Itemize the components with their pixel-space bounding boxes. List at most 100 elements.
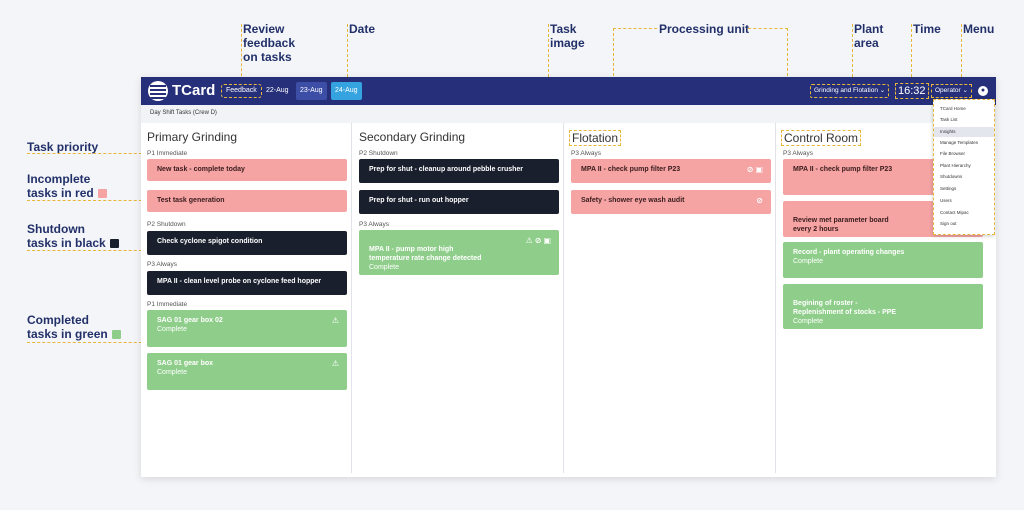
task-title: Prep for shut - cleanup around pebble cr… [369,166,524,173]
shift-subheader: Day Shift Tasks (Crew D) [141,105,996,123]
task-card[interactable]: Check cyclone spigot condition [147,231,347,255]
menu-item-contact-mipac[interactable]: Contact Mipac [940,210,969,215]
paperclip-icon: ⊘ [534,236,544,245]
leader-line [27,250,152,251]
annotation-menu: Menu [963,22,995,36]
leader-line [347,24,348,82]
menu-item-insights[interactable]: Insights [934,127,994,137]
annotation-task-image: Task image [550,22,585,50]
task-title: Prep for shut - run out hopper [369,197,469,204]
priority-group-label: P1 Immediate [147,150,188,157]
menu-item-task-list[interactable]: Task List [940,117,958,122]
priority-group-label: P3 Always [359,221,389,228]
menu-item-users[interactable]: Users [940,198,952,203]
task-card[interactable]: Safety - shower eye wash audit ⊘ [571,190,771,214]
menu-item-sign-out[interactable]: Sign out [940,221,957,226]
annotation-incomplete: Incomplete tasks in red [27,172,107,200]
shift-title: Day Shift Tasks (Crew D) [150,110,217,116]
leader-line [27,153,147,154]
annotation-completed: Completed tasks in green [27,313,121,341]
leader-line [27,342,152,343]
priority-group-label: P2 Shutdown [147,221,186,228]
annotation-plant-area: Plant area [854,22,884,50]
column-title: Secondary Grinding [359,130,466,144]
task-title: Review met parameter board every 2 hours [793,217,889,233]
task-card[interactable]: Prep for shut - run out hopper [359,190,559,214]
top-navigation-bar: TCard Feedback 22-Aug 23-Aug 24-Aug Grin… [141,77,996,105]
brand-name: TCard [172,82,216,99]
task-card[interactable]: New task - complete today [147,159,347,181]
task-status: Complete [369,264,399,271]
tcard-app-window: TCard Feedback 22-Aug 23-Aug 24-Aug Grin… [141,77,996,477]
warning-icon: ⚠ [331,359,341,368]
column-primary-grinding: Primary Grinding P1 Immediate New task -… [141,123,352,473]
plant-area-select[interactable]: Grinding and Flotation ⌄ [810,84,890,98]
task-card[interactable]: MPA II - pump motor high temperature rat… [359,230,559,275]
task-title: New task - complete today [157,166,245,173]
task-status: Complete [157,326,187,333]
task-card[interactable]: MPA II - check pump filter P23 ⊘▣ [571,159,771,183]
leader-line [961,24,962,82]
task-title: SAG 01 gear box 02 [157,317,223,324]
leader-line [911,24,912,82]
task-card[interactable]: Prep for shut - cleanup around pebble cr… [359,159,559,183]
task-card[interactable]: SAG 01 gear box 02 Complete ⚠ [147,310,347,347]
menu-item-shutdowns[interactable]: Shutdowns [940,174,963,179]
priority-group-label: P3 Always [147,261,177,268]
task-status: Complete [793,318,823,325]
task-title: Begining of roster - Replenishment of st… [793,300,897,316]
paperclip-icon: ⊘ [756,196,765,205]
paperclip-icon: ⊘ [746,165,756,174]
warning-icon: ⚠ [331,316,341,325]
column-title: Control Room [781,130,862,146]
priority-group-label: P3 Always [571,150,601,157]
annotation-time: Time [913,22,941,36]
task-card[interactable]: MPA II - clean level probe on cyclone fe… [147,271,347,295]
feedback-button[interactable]: Feedback [221,84,262,98]
annotation-review-feedback: Review feedback on tasks [243,22,296,64]
leader-line [852,24,853,82]
menu-item-manage-templates[interactable]: Manage Templates [940,140,978,145]
column-title: Primary Grinding [147,130,238,144]
annotation-shutdown: Shutdown tasks in black [27,222,119,250]
image-icon: ▣ [543,236,553,245]
user-icon[interactable]: ● [978,86,988,96]
task-title: Safety - shower eye wash audit [581,197,685,204]
task-card[interactable]: Begining of roster - Replenishment of st… [783,284,983,329]
task-title: MPA II - pump motor high temperature rat… [369,246,482,262]
annotation-date: Date [349,22,376,36]
time-display: 16:32 [895,83,929,99]
task-title: Test task generation [157,197,225,204]
task-title: MPA II - check pump filter P23 [793,166,893,173]
leader-line [748,28,788,29]
task-title: MPA II - clean level probe on cyclone fe… [157,278,322,285]
leader-line [613,28,657,29]
tcard-logo-icon [148,81,168,101]
task-card[interactable]: SAG 01 gear box Complete ⚠ [147,353,347,390]
task-title: Check cyclone spigot condition [157,238,263,245]
leader-line [27,200,152,201]
date-23-aug[interactable]: 23-Aug [296,82,327,100]
task-card[interactable]: Record - plant operating changes Complet… [783,242,983,278]
task-title: Record - plant operating changes [793,249,905,256]
task-status: Complete [157,369,187,376]
column-title: Flotation [569,130,622,146]
task-title: SAG 01 gear box [157,360,214,367]
date-24-aug[interactable]: 24-Aug [331,82,362,100]
menu-item-tcard-home[interactable]: TCard Home [940,106,966,111]
task-title: MPA II - check pump filter P23 [581,166,681,173]
user-dropdown-menu: TCard Home Task List Insights Manage Tem… [933,99,995,235]
annotation-processing-unit: Processing unit [659,22,750,36]
column-secondary-grinding: Secondary Grinding P2 Shutdown Prep for … [353,123,564,473]
image-icon: ▣ [755,165,765,174]
menu-item-file-browser[interactable]: File Browser [940,151,966,156]
column-flotation: Flotation P3 Always MPA II - check pump … [565,123,776,473]
priority-group-label: P3 Always [783,150,813,157]
menu-item-settings[interactable]: Settings [940,186,957,191]
annotation-task-priority: Task priority [27,140,99,154]
user-menu-button[interactable]: Operator ⌄ [931,84,972,98]
menu-item-plant-hierarchy[interactable]: Plant Hierarchy [940,163,971,168]
task-card[interactable]: Test task generation [147,190,347,212]
warning-icon: ⚠ [525,236,535,245]
date-22-aug[interactable]: 22-Aug [266,87,289,94]
